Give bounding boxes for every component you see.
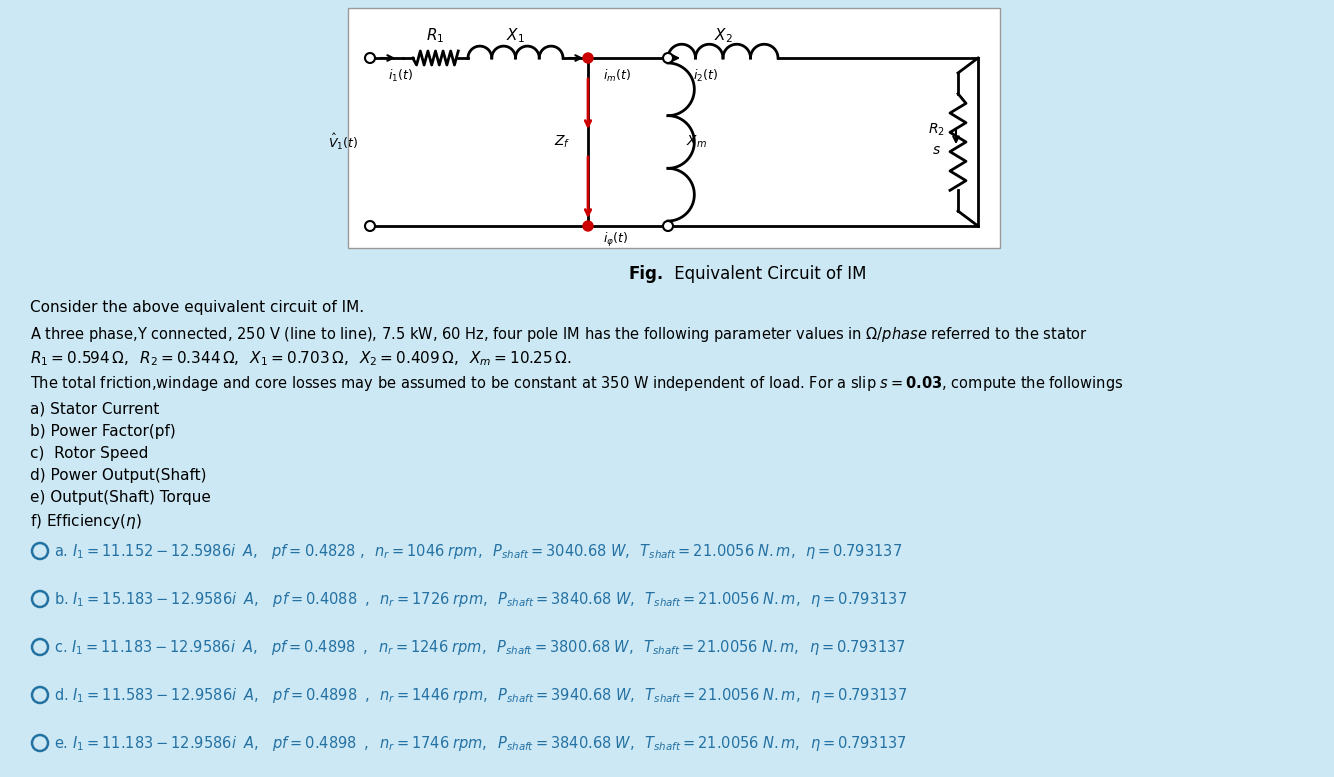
Text: b) Power Factor(pf): b) Power Factor(pf) — [29, 424, 176, 439]
Text: f) Efficiency($\eta$): f) Efficiency($\eta$) — [29, 512, 141, 531]
Circle shape — [366, 221, 375, 231]
Text: c)  Rotor Speed: c) Rotor Speed — [29, 446, 148, 461]
Text: d. $I_1 = 11.583 - 12.9586i\;\; A,\;\;\; pf = 0.4898\;\;,\;\; n_r = 1446\; rpm,\: d. $I_1 = 11.583 - 12.9586i\;\; A,\;\;\;… — [53, 686, 907, 705]
Text: $i_2(t)$: $i_2(t)$ — [692, 68, 718, 84]
Circle shape — [663, 221, 672, 231]
Text: $R_1 = 0.594\,\Omega,\;\; R_2 = 0.344\,\Omega,\;\; X_1 = 0.703\,\Omega,\;\; X_2 : $R_1 = 0.594\,\Omega,\;\; R_2 = 0.344\,\… — [29, 349, 571, 368]
Text: $\hat{V}_1(t)$: $\hat{V}_1(t)$ — [328, 132, 358, 152]
Text: $R_1$: $R_1$ — [427, 26, 444, 45]
Circle shape — [663, 53, 672, 63]
Text: $i_m(t)$: $i_m(t)$ — [603, 68, 631, 84]
Text: $Z_f$: $Z_f$ — [554, 134, 570, 150]
Text: e) Output(Shaft) Torque: e) Output(Shaft) Torque — [29, 490, 211, 505]
Text: $X_m$: $X_m$ — [686, 134, 707, 150]
Text: $X_1$: $X_1$ — [506, 26, 524, 45]
Text: $X_2$: $X_2$ — [714, 26, 732, 45]
Text: $i_{\varphi}(t)$: $i_{\varphi}(t)$ — [603, 231, 628, 249]
Circle shape — [366, 53, 375, 63]
Text: Consider the above equivalent circuit of IM.: Consider the above equivalent circuit of… — [29, 300, 364, 315]
Text: Equivalent Circuit of IM: Equivalent Circuit of IM — [668, 265, 867, 283]
Circle shape — [583, 53, 594, 63]
Bar — [348, 8, 1000, 248]
Text: a) Stator Current: a) Stator Current — [29, 402, 159, 417]
Text: b. $I_1 = 15.183 - 12.9586i\;\; A,\;\;\; pf = 0.4088\;\;,\;\; n_r = 1726\; rpm,\: b. $I_1 = 15.183 - 12.9586i\;\; A,\;\;\;… — [53, 590, 907, 609]
Text: d) Power Output(Shaft): d) Power Output(Shaft) — [29, 468, 207, 483]
Text: Fig.: Fig. — [628, 265, 664, 283]
Text: $R_2$: $R_2$ — [927, 122, 944, 138]
Text: $s$: $s$ — [931, 143, 940, 157]
Text: The total friction,windage and core losses may be assumed to be constant at 350 : The total friction,windage and core loss… — [29, 374, 1123, 393]
Text: A three phase,Y connected, 250 V (line to line), 7.5 kW, 60 Hz, four pole IM has: A three phase,Y connected, 250 V (line t… — [29, 325, 1087, 344]
Text: e. $I_1 = 11.183 - 12.9586i\;\; A,\;\;\; pf = 0.4898\;\;,\;\; n_r = 1746\; rpm,\: e. $I_1 = 11.183 - 12.9586i\;\; A,\;\;\;… — [53, 734, 907, 753]
Text: a. $I_1 = 11.152 - 12.5986i\;\; A,\;\;\; pf = 0.4828\;,\;\; n_r = 1046\; rpm,\;\: a. $I_1 = 11.152 - 12.5986i\;\; A,\;\;\;… — [53, 542, 902, 561]
Text: c. $I_1 = 11.183 - 12.9586i\;\; A,\;\;\; pf = 0.4898\;\;,\;\; n_r = 1246\; rpm,\: c. $I_1 = 11.183 - 12.9586i\;\; A,\;\;\;… — [53, 638, 906, 657]
Text: $i_1(t)$: $i_1(t)$ — [387, 68, 412, 84]
Circle shape — [583, 221, 594, 231]
